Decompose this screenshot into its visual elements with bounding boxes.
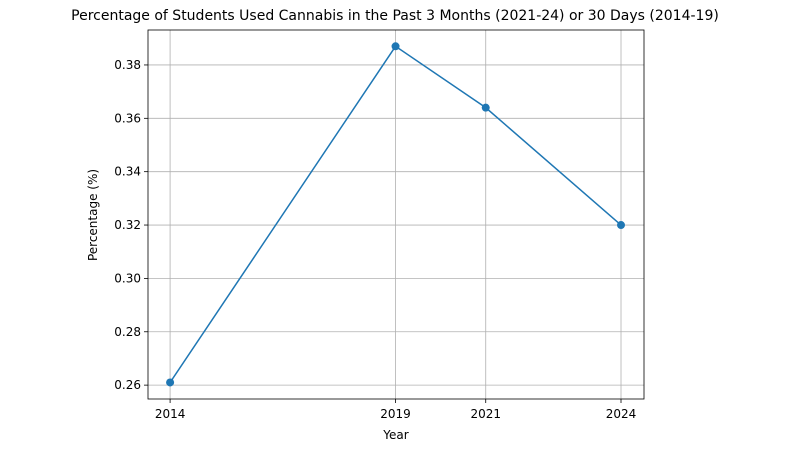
x-tick-label: 2019	[380, 407, 411, 421]
x-tick-label: 2014	[155, 407, 186, 421]
plot-frame	[147, 29, 645, 400]
data-point	[391, 42, 400, 51]
y-tick-label: 0.30	[114, 271, 141, 285]
x-tick-label: 2021	[470, 407, 501, 421]
chart-title: Percentage of Students Used Cannabis in …	[71, 8, 719, 24]
y-tick-label: 0.32	[114, 218, 141, 232]
y-tick-label: 0.36	[114, 111, 141, 125]
y-tick-label: 0.26	[114, 378, 141, 392]
y-axis-label: Percentage (%)	[86, 169, 100, 261]
data-point	[617, 221, 626, 230]
data-point	[481, 103, 490, 112]
data-line	[169, 45, 622, 383]
x-axis-label: Year	[382, 428, 408, 442]
y-tick-label: 0.34	[114, 165, 141, 179]
data-point	[166, 378, 175, 387]
y-tick-label: 0.38	[114, 58, 141, 72]
y-tick-label: 0.28	[114, 325, 141, 339]
x-tick-label: 2024	[606, 407, 637, 421]
